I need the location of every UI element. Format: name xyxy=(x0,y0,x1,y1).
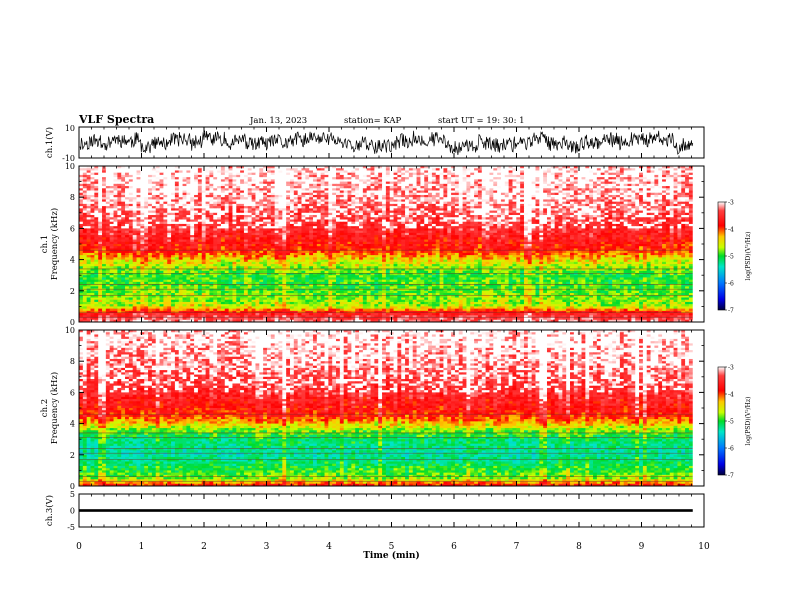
colorbar-label: log(PSD)(V²/Hz) xyxy=(745,397,752,446)
x-tick-label: 7 xyxy=(514,542,520,552)
x-tick-label: 10 xyxy=(698,542,710,552)
y-tick-label: 10 xyxy=(65,162,75,171)
y-axis-label: ch.1(V) xyxy=(44,127,55,158)
colorbar-tick-label: -5 xyxy=(728,254,734,261)
x-tick-label: 1 xyxy=(139,542,145,552)
x-tick-label: 3 xyxy=(264,542,270,552)
y-tick-label: -5 xyxy=(67,523,75,532)
colorbar-2: -3 -4 -5 -6 -7 log(PSD)(V²/Hz) xyxy=(718,365,752,480)
y-tick-label: 10 xyxy=(65,326,75,335)
y-tick-label: 8 xyxy=(70,193,75,202)
start-time-label: start UT = 19: 30: 1 xyxy=(438,116,525,126)
colorbar-tick-label: -3 xyxy=(728,200,734,207)
ch3-signal-band xyxy=(79,509,693,512)
colorbar-gradient xyxy=(718,202,725,310)
ch1-waveform-line xyxy=(80,131,693,155)
colorbar-tick-label: -7 xyxy=(728,308,734,315)
x-tick-label: 9 xyxy=(639,542,645,552)
y-tick-label: 10 xyxy=(65,124,75,133)
colorbar-1: -3 -4 -5 -6 -7 log(PSD)(V²/Hz) xyxy=(718,200,752,315)
y-tick-label: 0 xyxy=(70,507,75,516)
vlf-spectra-figure: VLF Spectra Jan. 13, 2023 station= KAP s… xyxy=(0,0,792,612)
colorbar-tick-label: -4 xyxy=(728,392,734,399)
y-tick-label: 5 xyxy=(70,490,75,499)
spectrogram-cells xyxy=(79,166,693,322)
y-axis-label: Frequency (kHz) xyxy=(49,208,60,280)
x-tick-label: 0 xyxy=(76,542,82,552)
y-tick-label: 6 xyxy=(70,388,75,397)
x-tick-label: 4 xyxy=(326,542,332,552)
colorbar-tick-label: -6 xyxy=(728,446,734,453)
x-tick-label: 2 xyxy=(201,542,207,552)
y-tick-label: 8 xyxy=(70,357,75,366)
date-label: Jan. 13, 2023 xyxy=(249,116,307,126)
colorbar-tick-label: -4 xyxy=(728,227,734,234)
y-tick-label: 6 xyxy=(70,224,75,233)
colorbar-tick-label: -3 xyxy=(728,365,734,372)
spectrogram-cells xyxy=(79,330,693,486)
figure-title: VLF Spectra xyxy=(78,113,154,126)
y-axis-channel-label: ch.1 xyxy=(40,235,50,253)
x-tick-label: 6 xyxy=(451,542,457,552)
colorbar-gradient xyxy=(718,367,725,475)
y-tick-label: 2 xyxy=(70,451,75,460)
y-tick-label: 4 xyxy=(70,256,75,265)
y-axis-label: Frequency (kHz) xyxy=(49,372,60,444)
y-tick-label: 4 xyxy=(70,420,75,429)
station-label: station= KAP xyxy=(344,116,402,126)
y-axis-channel-label: ch.2 xyxy=(40,399,50,417)
colorbar-tick-label: -6 xyxy=(728,281,734,288)
y-axis-label: ch.3(V) xyxy=(44,495,55,526)
colorbar-tick-label: -5 xyxy=(728,419,734,426)
colorbar-label: log(PSD)(V²/Hz) xyxy=(745,232,752,281)
y-tick-label: 2 xyxy=(70,287,75,296)
x-axis-label: Time (min) xyxy=(363,550,420,561)
colorbar-tick-label: -7 xyxy=(728,473,734,480)
x-tick-label: 8 xyxy=(576,542,582,552)
